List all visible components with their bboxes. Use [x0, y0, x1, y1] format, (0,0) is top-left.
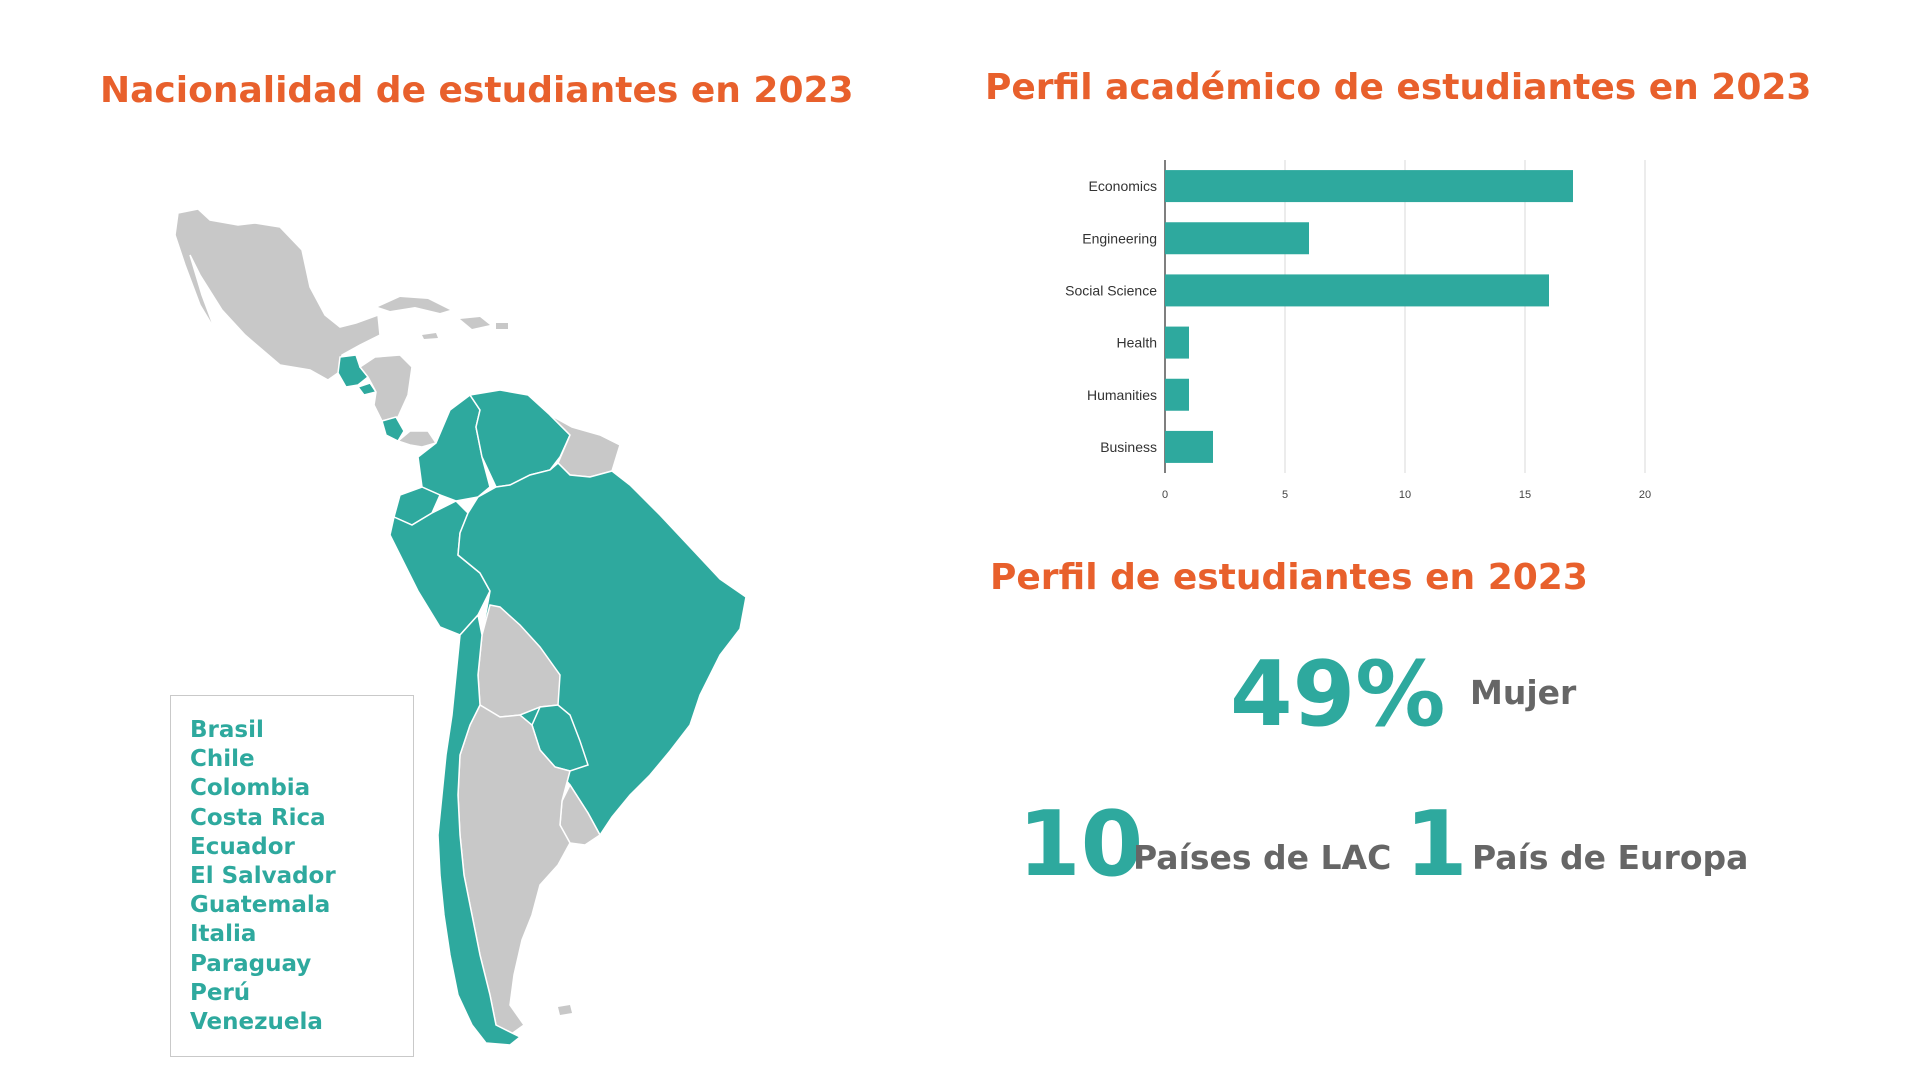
bar: [1165, 222, 1309, 255]
women-percentage: 49%: [1230, 642, 1446, 747]
legend-country: Brasil: [190, 717, 264, 743]
bar: [1165, 430, 1213, 463]
legend-country: Perú: [190, 979, 251, 1006]
category-label: Humanities: [1087, 387, 1157, 403]
x-tick-label: 20: [1639, 489, 1651, 501]
category-label: Social Science: [1065, 282, 1157, 298]
map-region-chile: [437, 613, 522, 1045]
chart-title: Perfil académico de estudiantes en 2023: [985, 67, 1812, 108]
map-region-cuba: [378, 297, 450, 313]
europe-countries-count: 1: [1405, 792, 1468, 897]
country-list: Brasil Chile Colombia Costa Rica Ecuador El S…: [190, 716, 413, 1037]
latin-america-map: Brasil Chile Colombia Costa Rica Ecuador El S…: [160, 195, 840, 1057]
category-label: Business: [1100, 439, 1157, 455]
bar: [1165, 170, 1573, 203]
map-region-puerto-rico: [496, 323, 508, 329]
category-label: Engineering: [1082, 230, 1157, 246]
legend-country: Costa Rica: [190, 804, 326, 831]
category-label: Economics: [1089, 178, 1157, 194]
legend-country: Chile: [190, 746, 255, 773]
map-region-hispaniola: [460, 317, 490, 329]
country-legend: Brasil Chile Colombia Costa Rica Ecuador El S…: [170, 695, 414, 1057]
lac-countries-label: Países de LAC: [1133, 838, 1392, 877]
map-title: Nacionalidad de estudiantes en 2023: [100, 70, 854, 111]
x-tick-label: 0: [1162, 489, 1168, 501]
academic-profile-bar-chart: 0 5 10 15 20 Economics Engineering Social Scien…: [1065, 160, 1651, 501]
legend-country: El Salvador: [190, 863, 336, 890]
legend-country: Italia: [190, 921, 257, 948]
bar: [1165, 274, 1549, 307]
map-region-jamaica: [422, 333, 438, 339]
map-region-falklands: [558, 1005, 572, 1015]
category-label: Health: [1117, 335, 1157, 351]
profile-title: Perfil de estudiantes en 2023: [990, 557, 1588, 598]
legend-country: Venezuela: [190, 1009, 323, 1036]
bar: [1165, 378, 1189, 411]
legend-country: Guatemala: [190, 892, 331, 919]
x-tick-label: 5: [1282, 489, 1288, 501]
bar: [1165, 326, 1189, 359]
map-region-costa-rica: [381, 416, 405, 442]
women-label: Mujer: [1470, 673, 1577, 712]
map-region-mexico: [174, 208, 381, 381]
map-region-panama: [396, 430, 438, 448]
legend-country: Ecuador: [190, 833, 295, 860]
x-tick-label: 15: [1519, 489, 1531, 501]
lac-countries-count: 10: [1018, 792, 1144, 897]
x-tick-label: 10: [1399, 489, 1411, 501]
europe-countries-label: País de Europa: [1472, 838, 1749, 877]
map-region-central-america: [358, 354, 413, 422]
legend-country: Colombia: [190, 775, 311, 802]
legend-country: Paraguay: [190, 950, 312, 977]
